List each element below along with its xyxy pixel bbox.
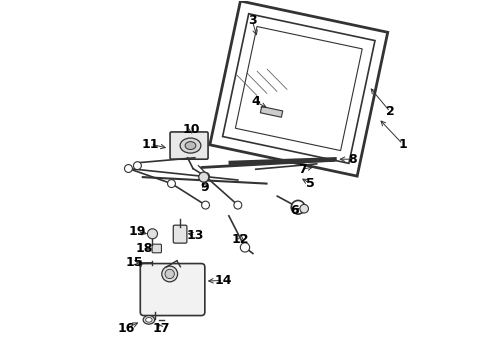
- Text: 1: 1: [398, 138, 407, 150]
- Text: 11: 11: [142, 138, 159, 150]
- FancyBboxPatch shape: [152, 244, 161, 253]
- Circle shape: [234, 201, 242, 209]
- Text: 18: 18: [136, 242, 153, 255]
- Circle shape: [168, 180, 175, 188]
- Circle shape: [199, 172, 209, 182]
- Circle shape: [147, 229, 157, 239]
- Circle shape: [201, 201, 210, 209]
- Ellipse shape: [185, 141, 196, 149]
- Text: 12: 12: [232, 233, 249, 246]
- Text: 7: 7: [298, 163, 307, 176]
- Text: 16: 16: [117, 322, 135, 335]
- Text: 2: 2: [386, 105, 394, 118]
- Text: 4: 4: [251, 95, 260, 108]
- Circle shape: [124, 165, 132, 172]
- Text: 19: 19: [129, 225, 146, 238]
- Text: 13: 13: [187, 229, 204, 242]
- Text: 10: 10: [182, 122, 200, 136]
- Ellipse shape: [180, 138, 201, 153]
- FancyBboxPatch shape: [173, 225, 187, 243]
- Circle shape: [240, 243, 250, 252]
- Text: 14: 14: [215, 274, 232, 287]
- FancyBboxPatch shape: [140, 264, 205, 316]
- Text: 3: 3: [248, 14, 256, 27]
- Circle shape: [133, 162, 141, 170]
- Text: 17: 17: [152, 322, 170, 335]
- FancyBboxPatch shape: [170, 132, 208, 159]
- Circle shape: [165, 269, 174, 279]
- Text: 15: 15: [125, 256, 143, 269]
- Circle shape: [162, 266, 177, 282]
- Circle shape: [201, 172, 210, 180]
- Ellipse shape: [146, 318, 152, 322]
- Text: 9: 9: [200, 181, 209, 194]
- Circle shape: [300, 204, 309, 213]
- Circle shape: [291, 201, 305, 214]
- Text: 5: 5: [306, 177, 315, 190]
- Text: 6: 6: [290, 204, 299, 217]
- Text: 8: 8: [348, 153, 357, 166]
- Ellipse shape: [143, 316, 155, 324]
- Polygon shape: [260, 107, 283, 117]
